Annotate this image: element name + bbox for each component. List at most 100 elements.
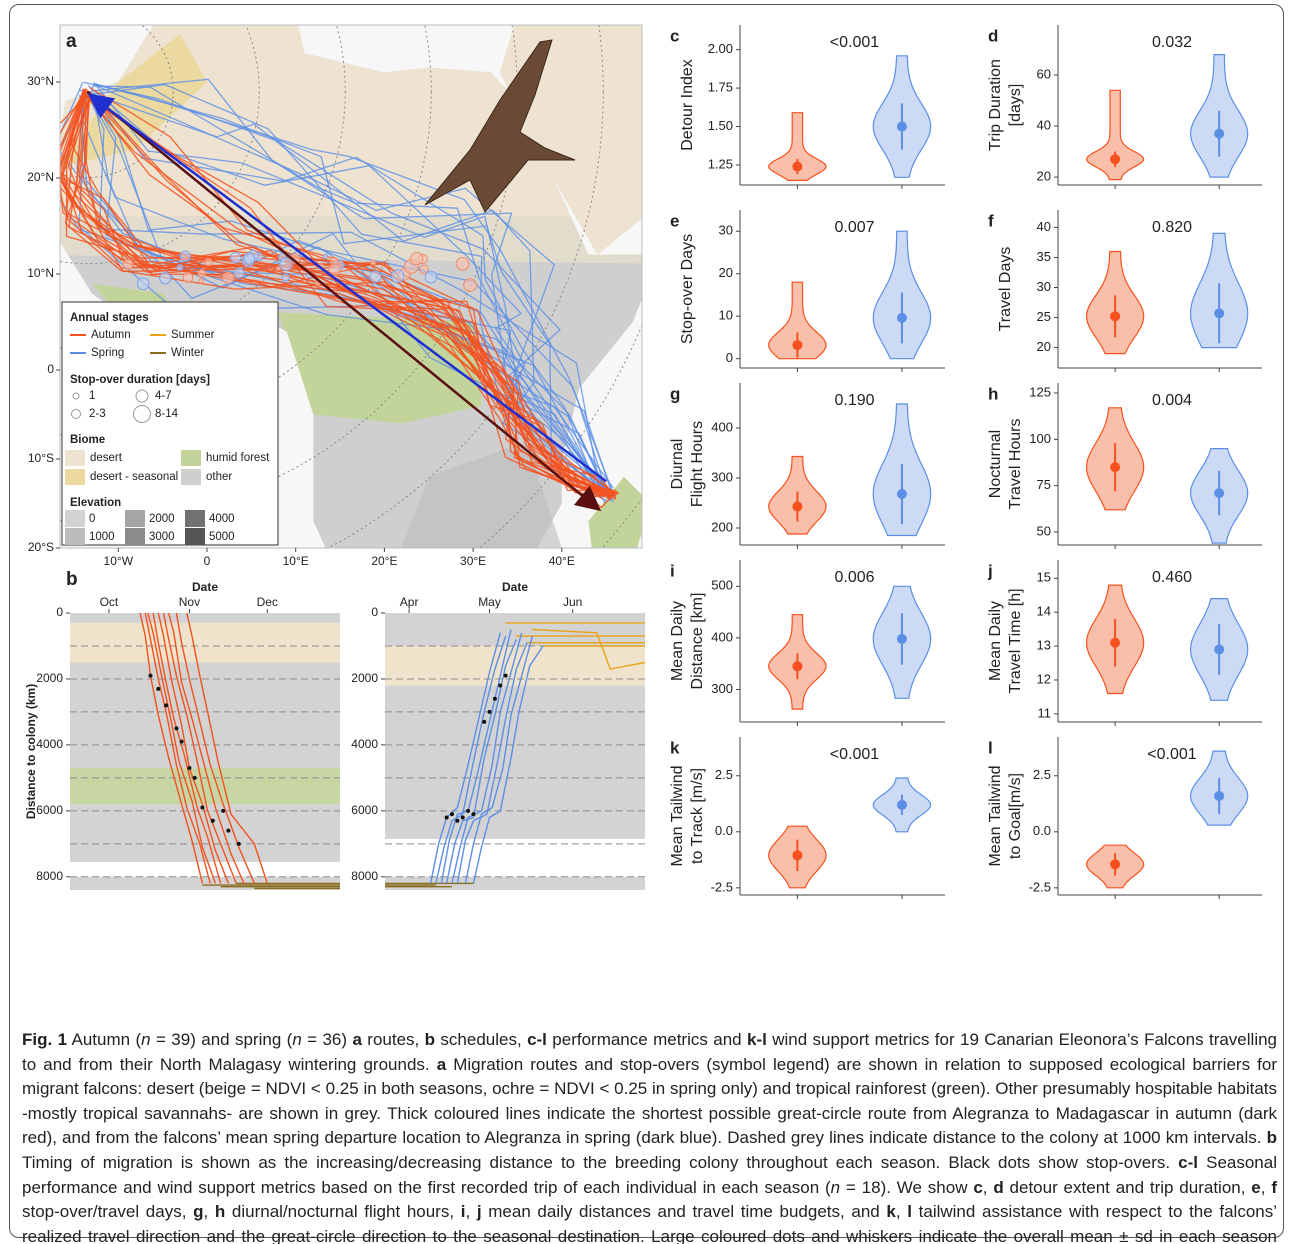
- p-value: <0.001: [830, 34, 879, 51]
- stopover-symbol: [464, 279, 477, 292]
- p-value: <0.001: [1147, 746, 1196, 763]
- caption-text: d: [993, 1178, 1003, 1197]
- panel-label: i: [670, 561, 675, 580]
- p-value: <0.001: [830, 746, 879, 763]
- y-tick-label: 6000: [36, 803, 63, 817]
- stopover-symbol: [330, 257, 338, 265]
- stopover-symbol: [222, 272, 233, 283]
- lon-label: 20°E: [371, 554, 397, 568]
- caption-text: n: [292, 1030, 301, 1049]
- caption-text: Fig. 1: [22, 1030, 67, 1049]
- stopover: [148, 674, 152, 678]
- caption-text: schedules,: [435, 1030, 527, 1049]
- y-tick-label: 4000: [36, 737, 63, 751]
- stopover-symbol: [205, 258, 212, 265]
- caption-text: c-l: [527, 1030, 547, 1049]
- y-tick-label: 0: [371, 605, 378, 619]
- y-tick-label: 40: [1037, 219, 1051, 234]
- y-label: Mean Tailwind: [669, 765, 686, 866]
- caption-text: ,: [465, 1202, 476, 1221]
- mean-dot: [1214, 644, 1224, 654]
- mean-dot: [897, 313, 907, 323]
- x-tick-label: May: [478, 595, 501, 609]
- legend-text: other: [206, 471, 232, 483]
- stopover-symbol: [234, 268, 244, 278]
- y-tick-label: 6000: [351, 803, 378, 817]
- caption-text: ,: [896, 1202, 907, 1221]
- x-tick-label: Dec: [257, 595, 278, 609]
- y-tick-label: 500: [711, 578, 733, 593]
- page: a 30°N20°N10°N010°S20°S10°W010°E20°E30°E…: [0, 0, 1295, 1244]
- y-label: Nocturnal: [987, 430, 1004, 498]
- stopover-symbol: [425, 271, 437, 283]
- stopover-symbol: [183, 273, 193, 283]
- stopover: [471, 812, 475, 816]
- y-label: Mean Daily: [669, 601, 686, 681]
- caption-text: Autumn (: [67, 1030, 141, 1049]
- y-label: Distance [km]: [689, 593, 706, 690]
- stopover-symbol: [280, 258, 292, 270]
- caption-text: performance metrics and: [547, 1030, 747, 1049]
- y-tick-label: 300: [711, 681, 733, 696]
- y-tick-label: 2000: [36, 671, 63, 685]
- y-tick-label: -2.5: [711, 879, 733, 894]
- y-title: Distance to colony (km): [24, 684, 38, 819]
- y-tick-label: 0.0: [1033, 823, 1051, 838]
- p-value: 0.004: [1152, 392, 1192, 409]
- y-tick-label: 2000: [351, 671, 378, 685]
- legend-text: Biome: [70, 434, 105, 446]
- y-tick-label: 0: [56, 605, 63, 619]
- caption-text: ,: [203, 1202, 214, 1221]
- panel-label: a: [66, 31, 77, 52]
- lon-label: 40°E: [549, 554, 575, 568]
- p-value: 0.190: [834, 392, 874, 409]
- legend-text: 2-3: [89, 408, 106, 420]
- caption-text: = 39) and spring (: [151, 1030, 293, 1049]
- lat-label: 0: [47, 362, 54, 376]
- legend-swatch: [185, 510, 205, 527]
- stopover: [193, 776, 197, 780]
- caption-text: n: [141, 1030, 150, 1049]
- y-tick-label: 30: [719, 223, 733, 238]
- panel-label: k: [670, 738, 680, 757]
- stopover: [174, 726, 178, 730]
- caption-text: c: [973, 1178, 982, 1197]
- europe: [118, 0, 242, 24]
- legend-swatch: [181, 450, 201, 466]
- y-tick-label: 14: [1037, 604, 1051, 619]
- y-tick-label: 1.75: [708, 80, 733, 95]
- panel-label: f: [988, 211, 994, 230]
- stopover: [445, 815, 449, 819]
- legend-text: 1000: [89, 531, 115, 543]
- lon-label: 0: [204, 554, 211, 568]
- stopover: [455, 819, 459, 823]
- stopover-symbol: [371, 260, 376, 265]
- legend-text: Autumn: [91, 329, 131, 341]
- legend-text: Spring: [91, 347, 124, 359]
- stopover-symbol: [177, 264, 183, 270]
- legend-text: Winter: [171, 347, 204, 359]
- y-label: to Goal[m/s]: [1007, 773, 1024, 859]
- caption-text: h: [215, 1202, 225, 1221]
- caption-text: = 18). We show: [840, 1178, 973, 1197]
- y-tick-label: 4000: [351, 737, 378, 751]
- lon-label: 30°E: [460, 554, 486, 568]
- stopover: [482, 720, 486, 724]
- legend-text: Summer: [171, 329, 215, 341]
- legend-text: 3000: [149, 531, 175, 543]
- caption-text: a: [352, 1030, 361, 1049]
- panel-label: g: [670, 384, 680, 403]
- p-value: 0.007: [834, 219, 874, 236]
- stopover: [498, 684, 502, 688]
- legend-text: 8-14: [155, 408, 179, 420]
- y-tick-label: 200: [711, 519, 733, 534]
- biome-band: [385, 646, 645, 686]
- legend-text: Stop-over duration [days]: [70, 374, 210, 386]
- y-tick-label: 35: [1037, 249, 1051, 264]
- mean-dot: [792, 502, 802, 512]
- stopover: [221, 809, 225, 813]
- stopover-symbol: [180, 251, 190, 261]
- lon-label: 10°E: [283, 554, 309, 568]
- p-value: 0.460: [1152, 569, 1192, 586]
- biome-band: [70, 623, 340, 663]
